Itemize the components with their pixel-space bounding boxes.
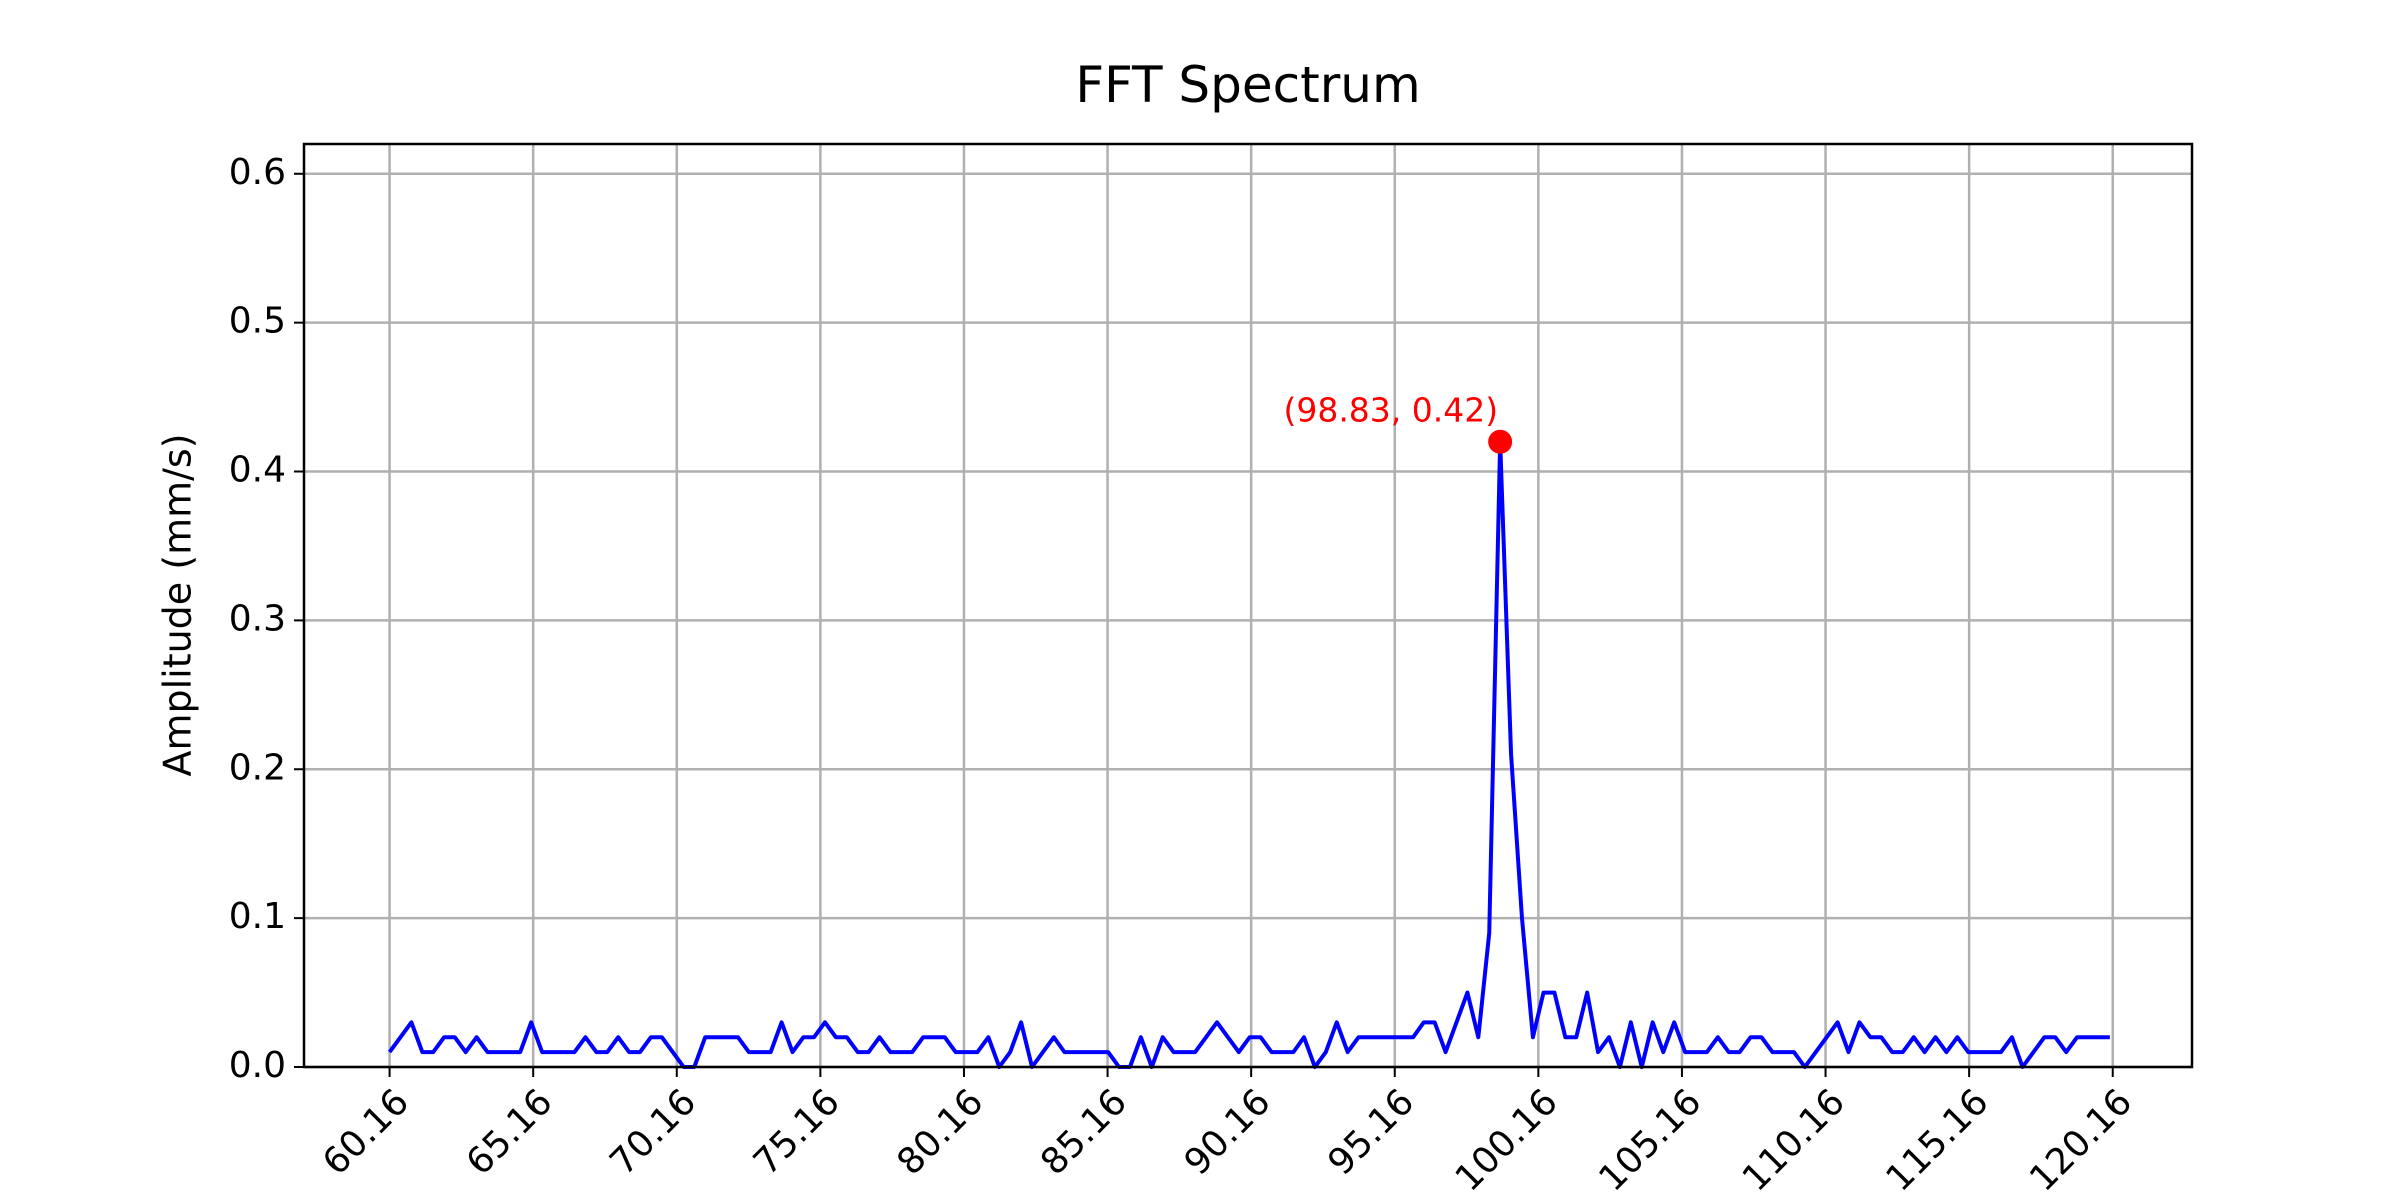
x-tick-label: 85.16 bbox=[1033, 1081, 1135, 1183]
series-line bbox=[387, 439, 2110, 1069]
peak-marker bbox=[1488, 429, 1513, 454]
y-tick-label: 0.0 bbox=[229, 1045, 286, 1086]
y-axis-label: Amplitude (mm/s) bbox=[156, 433, 200, 776]
y-tick-label: 0.5 bbox=[229, 301, 286, 342]
x-tick-label: 100.16 bbox=[1448, 1081, 1566, 1199]
x-tick-label: 110.16 bbox=[1735, 1081, 1853, 1199]
y-tick-label: 0.1 bbox=[229, 896, 286, 937]
plot-frame bbox=[302, 142, 2194, 1069]
y-tick-label: 0.6 bbox=[229, 152, 286, 193]
y-tick-label: 0.2 bbox=[229, 747, 286, 788]
y-tick-label: 0.4 bbox=[229, 450, 286, 491]
x-tick-label: 80.16 bbox=[890, 1081, 992, 1183]
x-tick-label: 60.16 bbox=[315, 1081, 417, 1183]
x-tick-label: 115.16 bbox=[1879, 1081, 1997, 1199]
x-tick-label: 65.16 bbox=[459, 1081, 561, 1183]
x-tick-label: 95.16 bbox=[1320, 1081, 1422, 1183]
x-tick-label: 120.16 bbox=[2022, 1081, 2140, 1199]
x-tick-label: 90.16 bbox=[1177, 1081, 1279, 1183]
x-tick-label: 75.16 bbox=[746, 1081, 848, 1183]
peak-annotation: (98.83, 0.42) bbox=[1283, 391, 1498, 430]
y-tick-label: 0.3 bbox=[229, 598, 286, 639]
chart-title: FFT Spectrum bbox=[1075, 56, 1420, 114]
x-tick-label: 105.16 bbox=[1591, 1081, 1709, 1199]
x-tick-label: 70.16 bbox=[602, 1081, 704, 1183]
